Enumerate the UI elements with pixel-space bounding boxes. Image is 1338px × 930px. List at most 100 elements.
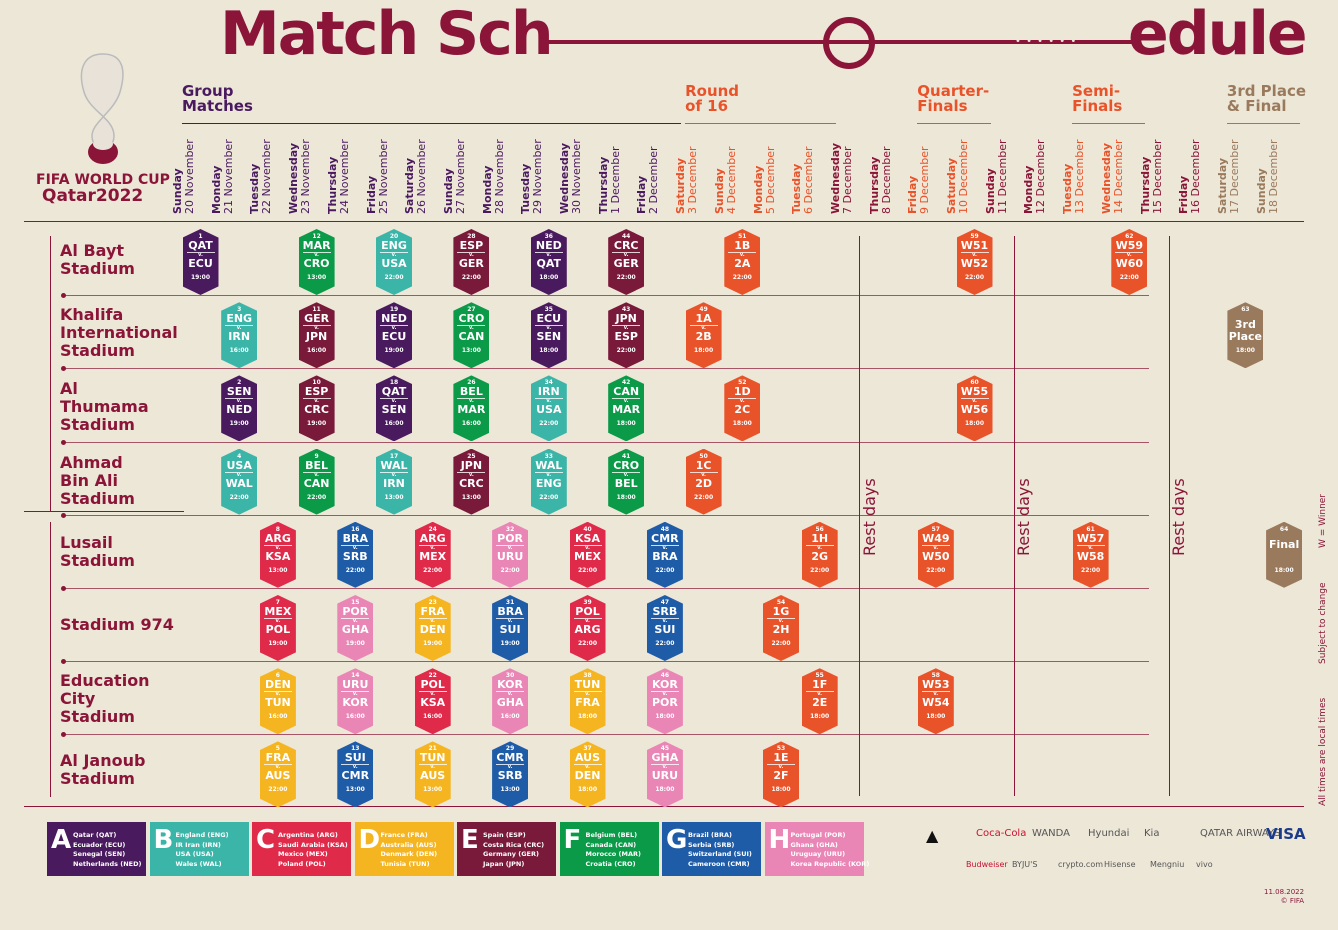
versus-mark: v. [534, 252, 563, 258]
day-label: Saturday 10 December [945, 128, 970, 214]
rest-days-label: Rest days [1014, 478, 1034, 556]
team-a: CRO [458, 312, 485, 326]
match-card: 29 CMR v. SRB 13:00 [492, 741, 529, 808]
day-header: Wednesday 7 December [829, 128, 870, 214]
team-b: KOR [342, 696, 369, 710]
day-label: Saturday 26 November [403, 128, 428, 214]
match-number: 37 [583, 745, 592, 753]
day-date: 17 December [1227, 139, 1241, 214]
day-label: Wednesday 23 November [287, 128, 312, 214]
match-card: 12 MAR v. CRO 13:00 [298, 229, 335, 295]
sponsor-top: Kia [1144, 828, 1160, 839]
match-number: 50 [699, 452, 708, 460]
day-date: 29 November [531, 139, 545, 214]
match-number: 63 [1241, 306, 1250, 314]
match-card: 17 WAL v. IRN 13:00 [376, 448, 412, 515]
rest-days-label: Rest days [859, 478, 879, 556]
venue-name: Lusail Stadium [60, 533, 135, 570]
day-header: Friday 16 December [1177, 128, 1218, 214]
team-b: CAN [303, 476, 330, 490]
match-card: 21 TUN v. AUS 13:00 [414, 741, 451, 808]
kickoff-time: 22:00 [345, 566, 365, 574]
team-b: QAT [536, 257, 562, 270]
kickoff-time: 22:00 [1081, 566, 1101, 574]
team-b: WAL [225, 476, 253, 490]
match-number: 61 [1086, 525, 1095, 533]
match-number: 56 [815, 525, 824, 533]
match-number: 18 [389, 379, 399, 387]
group-letter: D [358, 825, 381, 855]
day-label: Wednesday 14 December [1100, 128, 1125, 214]
day-name: Monday [480, 165, 494, 214]
kickoff-time: 22:00 [423, 566, 443, 574]
match-card: 64 Final 18:00 [1266, 521, 1303, 588]
day-date: 5 December [763, 146, 777, 214]
row-divider [64, 588, 1149, 589]
day-date: 11 December [995, 139, 1009, 214]
team-b: SEN [536, 330, 562, 344]
group-letter: B [153, 825, 174, 855]
kickoff-time: 13:00 [345, 786, 365, 794]
region-divider [24, 510, 184, 512]
day-label: Wednesday 30 November [558, 128, 583, 214]
day-name: Monday [209, 165, 223, 214]
match-card: 62 W59 v. W60 22:00 [1111, 229, 1148, 295]
match-number: 38 [583, 672, 592, 680]
match-number: 46 [660, 672, 670, 680]
kickoff-time: 22:00 [964, 274, 985, 281]
day-label: Saturday 17 December [1216, 128, 1241, 214]
versus-mark: v. [496, 544, 525, 551]
kickoff-time: 19:00 [423, 640, 443, 647]
versus-mark: v. [496, 618, 525, 624]
kickoff-time: 22:00 [307, 493, 327, 501]
versus-mark: v. [1076, 544, 1105, 551]
group-teams: England (ENG) IR Iran (IRN) USA (USA) Wa… [175, 831, 229, 868]
day-label: Tuesday 22 November [248, 128, 273, 214]
day-label: Friday 2 December [635, 128, 660, 214]
team-a: Final [1268, 537, 1300, 551]
versus-mark: v. [225, 398, 254, 404]
match-number: 43 [622, 306, 631, 314]
day-header: Sunday 11 December [984, 128, 1025, 214]
kickoff-time: 18:00 [616, 420, 636, 428]
versus-mark: v. [728, 398, 757, 404]
group-card: B England (ENG) IR Iran (IRN) USA (USA) W… [149, 822, 249, 876]
day-name: Sunday [1254, 168, 1268, 214]
row-divider [64, 368, 1149, 370]
group-card: E Spain (ESP) Costa Rica (CRC) Germany (G… [457, 822, 556, 876]
day-date: 6 December [802, 146, 816, 214]
versus-mark: v. [457, 398, 486, 404]
match-card: 7 MEX v. POL 19:00 [259, 595, 296, 661]
kickoff-time: 18:00 [539, 347, 559, 355]
day-header: Friday 9 December [906, 128, 947, 214]
match-number: 4 [237, 452, 242, 460]
match-card: 57 W49 v. W50 22:00 [917, 521, 954, 588]
team-b: 2H [772, 623, 790, 636]
team-b: 2C [734, 403, 751, 417]
versus-mark: v. [380, 398, 408, 404]
match-number: 6 [275, 672, 280, 680]
day-header: Thursday 1 December [597, 128, 638, 214]
side-note-winner: W = Winner [1318, 493, 1328, 548]
match-card: 26 BEL v. MAR 16:00 [453, 375, 490, 442]
match-number: 27 [467, 306, 476, 314]
kickoff-time: 22:00 [694, 493, 714, 501]
title-dots-ornament: • • • • • • [1015, 36, 1078, 47]
day-date: 28 November [492, 139, 506, 214]
day-label: Monday 5 December [752, 128, 777, 214]
kickoff-time: 22:00 [577, 640, 598, 647]
versus-mark: v. [380, 325, 408, 331]
team-a: SEN [226, 385, 252, 399]
team-a: POL [420, 678, 445, 692]
match-number: 28 [467, 233, 476, 240]
team-a: DEN [264, 678, 291, 692]
match-card: 56 1H v. 2G 22:00 [801, 521, 838, 588]
team-b: MAR [612, 403, 641, 417]
phase-label: Group Matches [182, 82, 253, 115]
versus-mark: v. [689, 471, 718, 478]
kickoff-time: 22:00 [384, 274, 404, 281]
kickoff-time: 13:00 [307, 274, 327, 281]
versus-mark: v. [650, 544, 679, 551]
match-number: 58 [931, 672, 940, 680]
match-number: 44 [622, 233, 631, 240]
